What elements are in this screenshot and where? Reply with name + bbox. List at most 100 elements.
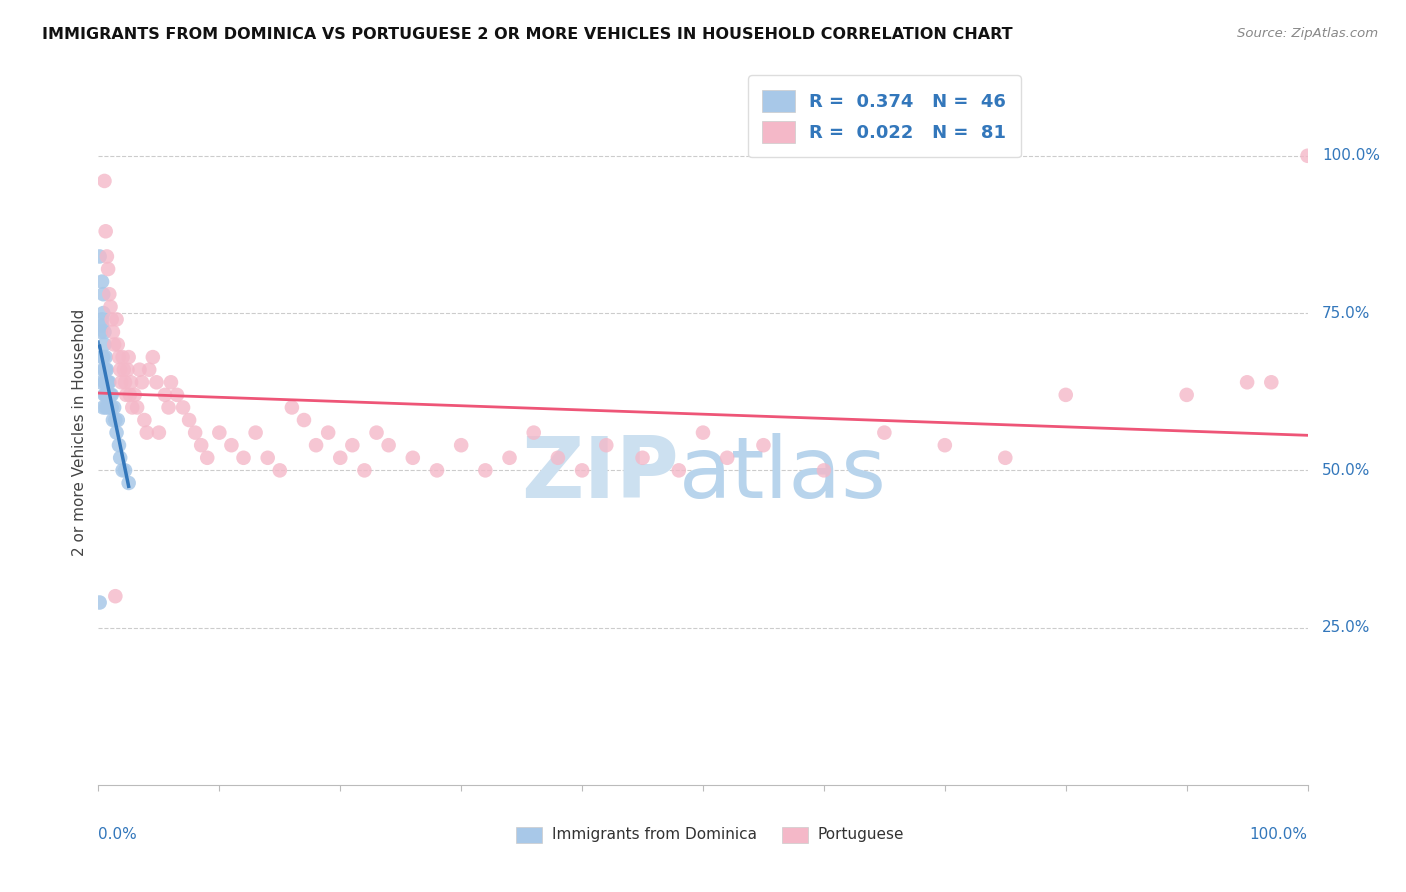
Text: atlas: atlas — [679, 434, 887, 516]
Point — [377, 438, 399, 452]
Point — [94, 401, 117, 415]
Point — [195, 450, 218, 465]
Point — [179, 413, 201, 427]
Point — [96, 362, 118, 376]
Point — [752, 438, 775, 452]
Y-axis label: 2 or more Vehicles in Household: 2 or more Vehicles in Household — [72, 309, 87, 557]
Point — [342, 438, 364, 452]
Point — [353, 463, 375, 477]
Point — [96, 376, 118, 390]
Point — [97, 388, 120, 402]
Point — [91, 306, 114, 320]
Point — [103, 401, 125, 415]
Point — [166, 388, 188, 402]
Point — [118, 388, 141, 402]
Point — [91, 312, 114, 326]
Text: Immigrants from Dominica: Immigrants from Dominica — [551, 828, 756, 842]
Point — [111, 463, 134, 477]
Point — [97, 376, 120, 390]
Point — [157, 401, 180, 415]
Point — [114, 463, 136, 477]
Point — [121, 401, 143, 415]
Point — [118, 350, 141, 364]
Point — [100, 388, 122, 402]
Point — [93, 376, 115, 390]
Point — [111, 350, 134, 364]
Point — [232, 450, 254, 465]
Point — [94, 388, 117, 402]
Point — [474, 463, 496, 477]
Point — [256, 450, 278, 465]
Point — [305, 438, 328, 452]
Point — [91, 275, 114, 289]
Point — [100, 401, 122, 415]
Text: 75.0%: 75.0% — [1322, 306, 1371, 320]
FancyBboxPatch shape — [782, 827, 808, 843]
Point — [107, 413, 129, 427]
Point — [91, 350, 114, 364]
Point — [96, 388, 118, 402]
Point — [98, 388, 121, 402]
Point — [105, 312, 128, 326]
Point — [94, 362, 117, 376]
Point — [90, 376, 112, 390]
Point — [93, 174, 115, 188]
Point — [1054, 388, 1077, 402]
Point — [103, 337, 125, 351]
Point — [426, 463, 449, 477]
Text: 100.0%: 100.0% — [1322, 148, 1381, 163]
Point — [934, 438, 956, 452]
Point — [135, 425, 157, 440]
Point — [124, 388, 146, 402]
Point — [813, 463, 835, 477]
Point — [208, 425, 231, 440]
Point — [692, 425, 714, 440]
Point — [281, 401, 304, 415]
Point — [221, 438, 243, 452]
Point — [108, 438, 131, 452]
Point — [523, 425, 546, 440]
Point — [101, 325, 124, 339]
Point — [100, 401, 122, 415]
Point — [128, 362, 150, 376]
Text: Portuguese: Portuguese — [818, 828, 904, 842]
Point — [1296, 149, 1319, 163]
Point — [160, 376, 183, 390]
Point — [91, 401, 114, 415]
Point — [104, 589, 127, 603]
Point — [91, 287, 114, 301]
Point — [245, 425, 267, 440]
Point — [117, 362, 139, 376]
Point — [89, 250, 111, 264]
Point — [269, 463, 291, 477]
Point — [89, 595, 111, 609]
Point — [94, 350, 117, 364]
Point — [110, 376, 132, 390]
Point — [93, 337, 115, 351]
Point — [131, 376, 153, 390]
Point — [91, 362, 114, 376]
Text: 25.0%: 25.0% — [1322, 620, 1371, 635]
Point — [142, 350, 165, 364]
Point — [994, 450, 1017, 465]
Point — [120, 376, 142, 390]
Point — [145, 376, 167, 390]
Point — [112, 362, 135, 376]
Point — [105, 425, 128, 440]
Point — [107, 337, 129, 351]
Point — [108, 350, 131, 364]
Point — [93, 325, 115, 339]
Point — [100, 312, 122, 326]
FancyBboxPatch shape — [516, 827, 543, 843]
Point — [93, 388, 115, 402]
Point — [1236, 376, 1258, 390]
Point — [1260, 376, 1282, 390]
Text: 100.0%: 100.0% — [1250, 827, 1308, 842]
Point — [571, 463, 593, 477]
Point — [127, 401, 149, 415]
Text: 0.0%: 0.0% — [98, 827, 138, 842]
Point — [547, 450, 569, 465]
Point — [1175, 388, 1198, 402]
Point — [118, 475, 141, 490]
Point — [668, 463, 690, 477]
